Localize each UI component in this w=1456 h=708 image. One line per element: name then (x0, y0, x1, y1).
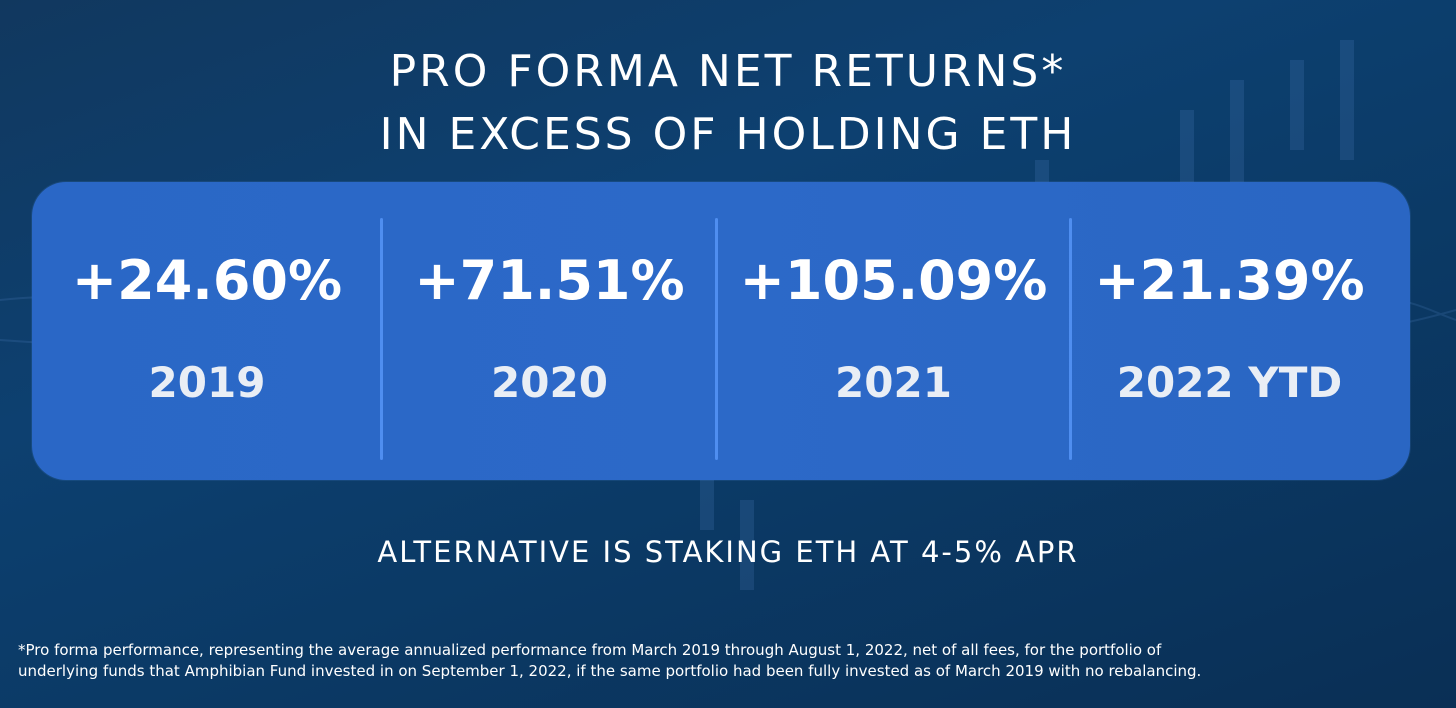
returns-card: +24.60% 2019 +71.51% 2020 +105.09% 2021 … (32, 182, 1410, 480)
stat-2019: +24.60% 2019 (32, 182, 382, 480)
footnote: *Pro forma performance, representing the… (18, 640, 1443, 682)
stat-2021: +105.09% 2021 (717, 182, 1070, 480)
stat-year: 2022 YTD (1116, 358, 1343, 407)
alternative-note: ALTERNATIVE IS STAKING ETH AT 4-5% APR (377, 535, 1079, 569)
title-line-2: IN EXCESS OF HOLDING ETH (379, 109, 1077, 160)
stat-year: 2020 (491, 358, 608, 407)
stat-value: +71.51% (414, 249, 685, 312)
title-line-1: PRO FORMA NET RETURNS* (389, 46, 1067, 97)
divider (1069, 218, 1072, 460)
footnote-line-1: *Pro forma performance, representing the… (18, 641, 1162, 659)
divider (715, 218, 718, 460)
stat-year: 2019 (148, 358, 266, 407)
stat-2022-ytd: +21.39% 2022 YTD (1072, 182, 1387, 480)
stat-value: +24.60% (71, 249, 343, 312)
stat-value: +21.39% (1094, 249, 1365, 312)
divider (380, 218, 383, 460)
stat-value: +105.09% (739, 249, 1048, 312)
footnote-line-2: underlying funds that Amphibian Fund inv… (18, 662, 1202, 680)
stat-2020: +71.51% 2020 (382, 182, 717, 480)
stat-year: 2021 (835, 358, 952, 407)
